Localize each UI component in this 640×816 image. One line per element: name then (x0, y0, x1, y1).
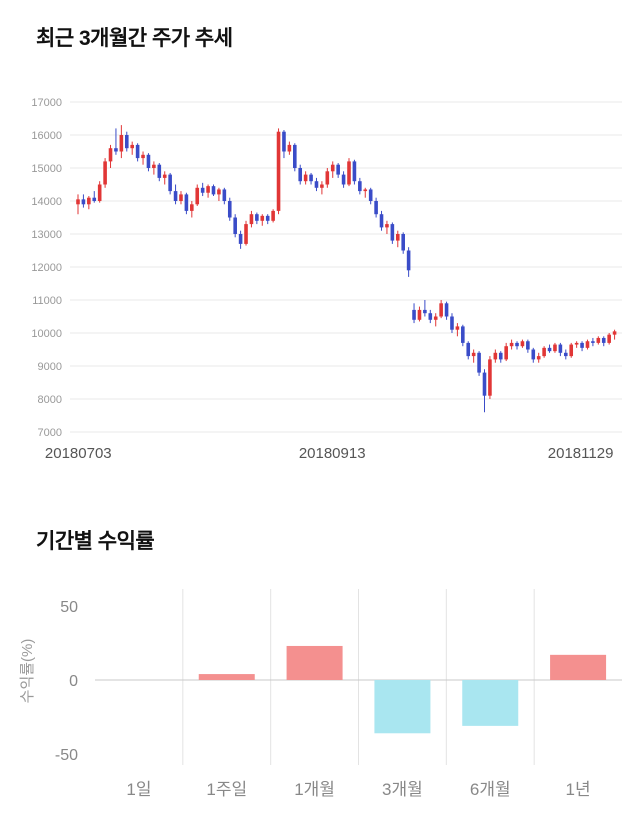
svg-text:-50: -50 (55, 747, 78, 764)
svg-text:20180703: 20180703 (45, 445, 112, 462)
svg-text:13000: 13000 (31, 229, 62, 241)
svg-text:10000: 10000 (31, 328, 62, 340)
svg-text:0: 0 (69, 673, 78, 690)
svg-text:16000: 16000 (31, 130, 62, 142)
returns-bar-chart-svg: 50 0 -50 수익률(%) 1일 1주일 1개월 3개월 6개월 1년 (19, 589, 622, 799)
svg-text:11000: 11000 (32, 295, 62, 307)
candlestick-chart: 17000 16000 15000 14000 13000 12000 11000 10000… (0, 88, 640, 463)
svg-text:1일: 1일 (126, 780, 151, 799)
svg-text:17000: 17000 (31, 97, 62, 109)
svg-text:12000: 12000 (31, 262, 62, 274)
svg-text:6개월: 6개월 (470, 780, 511, 799)
price-trend-title: 최근 3개월간 주가 추세 (36, 27, 233, 50)
svg-text:7000: 7000 (38, 427, 62, 439)
svg-text:20181129: 20181129 (548, 445, 614, 462)
svg-text:8000: 8000 (38, 394, 62, 406)
svg-text:1개월: 1개월 (294, 780, 335, 799)
svg-text:1주일: 1주일 (206, 780, 247, 799)
svg-text:3개월: 3개월 (382, 780, 423, 799)
svg-text:20180913: 20180913 (299, 445, 366, 462)
svg-text:수익률(%): 수익률(%) (19, 639, 36, 704)
svg-text:9000: 9000 (38, 361, 62, 373)
returns-title: 기간별 수익률 (36, 530, 155, 553)
candlestick-chart-svg: 17000 16000 15000 14000 13000 12000 11000 10000… (31, 97, 622, 462)
svg-text:14000: 14000 (31, 196, 62, 208)
svg-text:15000: 15000 (31, 163, 62, 175)
returns-bar-chart: 50 0 -50 수익률(%) 1일 1주일 1개월 3개월 6개월 1년 (0, 581, 640, 816)
svg-text:1년: 1년 (566, 780, 591, 799)
svg-text:50: 50 (60, 599, 78, 616)
